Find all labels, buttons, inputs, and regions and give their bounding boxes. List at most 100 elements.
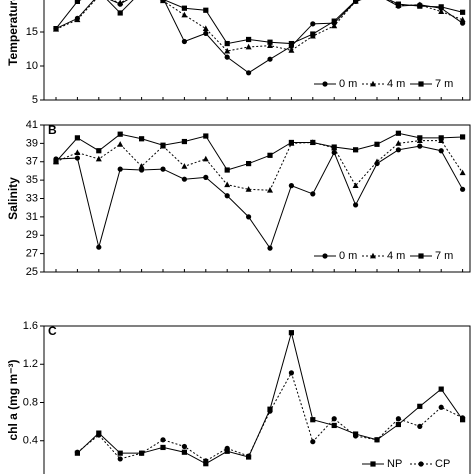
marker (460, 415, 466, 421)
marker (331, 149, 337, 156)
marker (417, 403, 423, 409)
legend-item: 7 m (410, 78, 453, 90)
series-line (55, 0, 463, 45)
marker (395, 421, 401, 428)
marker (395, 1, 401, 7)
y-tick-label: 35 (26, 174, 38, 186)
legend-label: NP (387, 458, 402, 470)
legend-item: 4 m (362, 250, 405, 262)
marker (322, 81, 328, 87)
marker (374, 158, 380, 165)
marker (459, 16, 466, 23)
marker (288, 47, 295, 53)
marker (417, 3, 423, 9)
y-tick-label: 39 (26, 137, 38, 149)
marker (74, 149, 81, 155)
marker (246, 214, 252, 220)
marker (417, 143, 423, 149)
panel: 0.4 0.8 1.2 1.6 chl a (mg m⁻³) C NP CP (6, 320, 471, 474)
y-tick-label: 37 (26, 156, 38, 168)
marker (117, 0, 124, 6)
marker (460, 9, 466, 15)
marker (417, 135, 423, 141)
marker (417, 423, 423, 430)
marker (395, 416, 401, 422)
marker (74, 155, 80, 161)
marker (74, 16, 81, 23)
plot-frame (43, 124, 471, 273)
y-tick-label: 29 (26, 229, 38, 241)
y-tick-label: 25 (26, 266, 38, 278)
marker (246, 160, 252, 167)
marker (331, 422, 337, 429)
marker (352, 182, 359, 189)
plot-frame (43, 325, 471, 474)
y-tick-label: 33 (26, 192, 38, 204)
marker (374, 141, 380, 147)
marker (331, 18, 337, 24)
y-axis-label: chl a (mg m⁻³) (6, 359, 20, 440)
marker (288, 183, 294, 189)
marker (160, 142, 166, 148)
legend-label: 7 m (435, 78, 453, 90)
marker (288, 139, 294, 146)
marker (418, 81, 424, 87)
marker (95, 155, 102, 162)
marker (139, 450, 145, 456)
marker (203, 458, 209, 464)
marker (181, 163, 188, 169)
marker (267, 408, 273, 414)
y-axis-label: Temperature (6, 0, 20, 66)
legend-label: 0 m (339, 78, 357, 90)
marker (224, 47, 231, 54)
legend-item: 7 m (410, 250, 453, 262)
marker (96, 244, 102, 250)
marker (310, 21, 316, 27)
marker (139, 136, 145, 142)
marker (438, 404, 444, 410)
marker (181, 5, 187, 11)
marker (202, 155, 209, 162)
marker (438, 386, 444, 392)
marker (395, 147, 401, 153)
marker (181, 138, 187, 145)
marker (460, 134, 466, 140)
marker (370, 80, 376, 87)
series-line (55, 0, 463, 74)
marker (395, 130, 401, 136)
legend-label: 4 m (387, 250, 405, 262)
marker (331, 22, 338, 29)
marker (117, 166, 123, 172)
marker (310, 191, 316, 197)
marker (353, 202, 359, 208)
marker (224, 193, 230, 199)
series-line (77, 330, 464, 465)
marker (459, 169, 466, 176)
marker (395, 140, 402, 146)
marker (203, 174, 209, 180)
marker (310, 439, 316, 445)
y-tick-label: 27 (26, 248, 38, 260)
marker (202, 25, 209, 31)
marker (310, 417, 316, 423)
series-line (55, 140, 464, 191)
legend-label: 0 m (339, 250, 357, 262)
marker (160, 0, 166, 2)
marker (310, 31, 316, 37)
marker (374, 437, 380, 443)
y-axis-label: Salinity (6, 177, 20, 220)
y-tick-label: 0.4 (23, 435, 38, 447)
y-tick-label: 0.8 (23, 396, 38, 408)
legend-item: 0 m (314, 250, 357, 262)
marker (438, 135, 444, 141)
marker (96, 148, 102, 154)
marker (288, 330, 294, 336)
y-tick-label: 15 (26, 26, 38, 38)
marker (181, 11, 188, 18)
marker (353, 433, 359, 439)
series-line (55, 0, 463, 52)
legend-label: 7 m (435, 250, 453, 262)
marker (117, 450, 123, 456)
marker (353, 147, 359, 153)
marker (117, 131, 123, 137)
